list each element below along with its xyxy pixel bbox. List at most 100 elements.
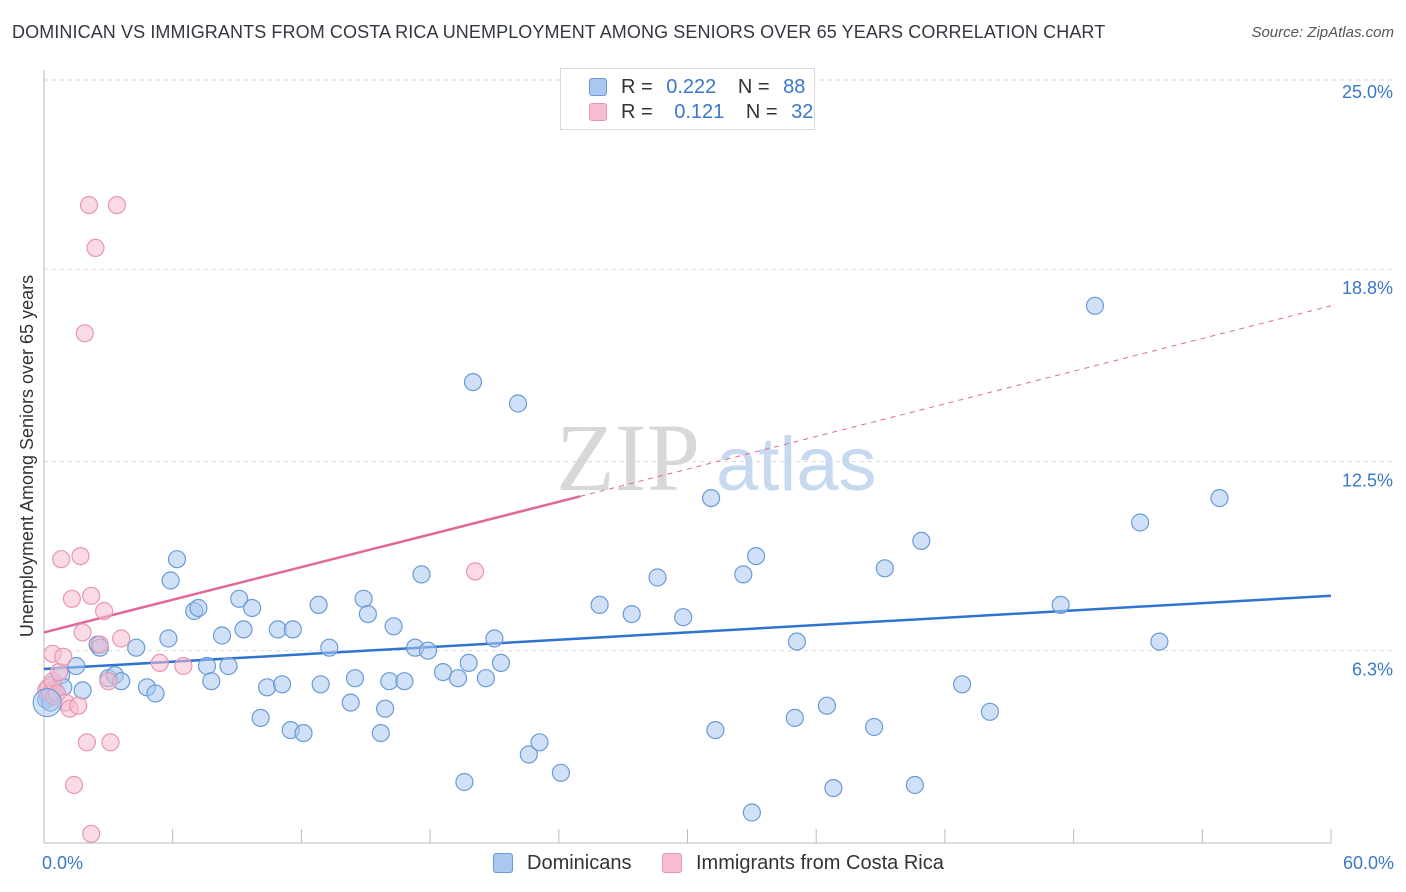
dominican-point (1085, 296, 1105, 315)
costa-rica-point (150, 653, 169, 673)
dominican-point (167, 550, 187, 569)
dominican-point (551, 763, 571, 782)
dominican-point (283, 620, 302, 639)
dominican-point (1150, 632, 1169, 651)
dominican-point (258, 678, 277, 697)
dominican-point (412, 565, 431, 584)
dominican-point (787, 632, 807, 651)
costa-rica-point (79, 196, 99, 215)
costa-rica-point (101, 733, 120, 752)
dominican-point (912, 531, 931, 551)
chart-title: DOMINICAN VS IMMIGRANTS FROM COSTA RICA … (12, 22, 1106, 42)
dominican-point (189, 598, 208, 618)
dominican-point-cluster (32, 687, 62, 718)
dominican-point (202, 672, 221, 691)
watermark: ZIP atlas (556, 404, 877, 511)
dominican-point (519, 745, 538, 764)
dominican-point (371, 723, 390, 743)
dominican-point (476, 669, 495, 688)
trend-layer (43, 305, 1332, 671)
dominican-point (875, 559, 894, 578)
dominican-point (384, 617, 403, 636)
dominican-point (243, 598, 262, 618)
dominican-point (448, 669, 468, 688)
dominican-point (197, 656, 217, 676)
r-value: 0.121 (674, 101, 725, 123)
costa-rica-point (75, 324, 94, 343)
legend-label-dominicans: Dominicans (527, 852, 632, 874)
n-label: N = (737, 76, 770, 98)
costa-rica-point (62, 589, 82, 608)
costa-rica-point (71, 546, 90, 566)
dominican-point (459, 653, 478, 673)
costa-rica-point (112, 629, 131, 648)
costa-rica-point (49, 662, 69, 682)
dominican-point (395, 672, 414, 691)
dominican-point (824, 778, 843, 798)
costa-rica-point (90, 635, 109, 654)
dominican-point (1210, 489, 1229, 508)
costa-rica-point (86, 238, 105, 257)
dominican-point (311, 675, 330, 694)
dominican-point (785, 708, 804, 728)
dominican-point (734, 565, 753, 584)
dominican-point (742, 803, 762, 822)
y-tick-label: 6.3% (1352, 660, 1393, 680)
x-tick-label-min: 0.0% (42, 853, 83, 873)
dominicans-swatch (589, 78, 607, 96)
y-tick-label: 12.5% (1342, 471, 1393, 491)
costa-rica-point (82, 824, 101, 843)
dominican-point (1051, 595, 1070, 615)
legend-label-costa-rica: Immigrants from Costa Rica (696, 852, 944, 874)
dominican-point (463, 373, 483, 392)
costa-rica-swatch (589, 103, 607, 121)
dominican-point (952, 675, 972, 694)
dominican-point (491, 653, 510, 673)
points-layer (32, 196, 1229, 843)
costa-rica-point (52, 550, 71, 569)
costa-rica-legend-swatch (662, 853, 682, 873)
costa-rica-point (94, 601, 114, 621)
dominican-point (354, 589, 373, 608)
dominican-point (358, 604, 377, 624)
dominican-point (864, 717, 884, 737)
stats-legend: R = 0.222 N = 88 R = 0.121 N = 32 (560, 68, 815, 130)
dominican-point (622, 604, 641, 624)
tick-label-layer: 6.3% 12.5% 18.8% 25.0% 0.0% 60.0% (42, 82, 1394, 873)
y-tick-label: 18.8% (1342, 278, 1393, 298)
dominicans-legend-swatch (493, 853, 513, 873)
dominican-point (67, 656, 86, 676)
r-label: R = (621, 76, 653, 98)
dominican-point (530, 733, 549, 752)
dominican-point (345, 669, 365, 688)
costa-rica-point (73, 623, 92, 642)
costa-rica-point (69, 696, 88, 715)
x-tick-label-max: 60.0% (1343, 853, 1394, 873)
n-value: 88 (783, 76, 806, 98)
costa-rica-point (99, 672, 118, 691)
r-value: 0.222 (666, 76, 717, 98)
dominican-point (146, 684, 165, 703)
dominican-point (159, 629, 178, 648)
dominican-point (376, 699, 395, 718)
watermark-zip: ZIP (556, 404, 700, 511)
dominican-point (341, 693, 360, 712)
y-axis-label: Unemployment Among Seniors over 65 years (17, 275, 37, 637)
dominican-point (309, 595, 328, 615)
dominican-point (706, 720, 725, 740)
dominican-point (219, 656, 238, 676)
y-tick-label: 25.0% (1342, 82, 1393, 102)
dominican-point (273, 675, 292, 694)
dominican-point (73, 681, 92, 700)
dominicans-trend-line (43, 594, 1332, 671)
dominican-point (320, 638, 339, 657)
dominican-point (980, 702, 1000, 721)
source-label: Source: ZipAtlas.com (1251, 24, 1394, 41)
dominican-point (234, 620, 253, 639)
costa-rica-point (107, 196, 127, 215)
costa-rica-point (54, 647, 73, 666)
costa-rica-point (174, 656, 193, 676)
dominican-point (380, 672, 399, 691)
dominican-point (294, 723, 313, 743)
